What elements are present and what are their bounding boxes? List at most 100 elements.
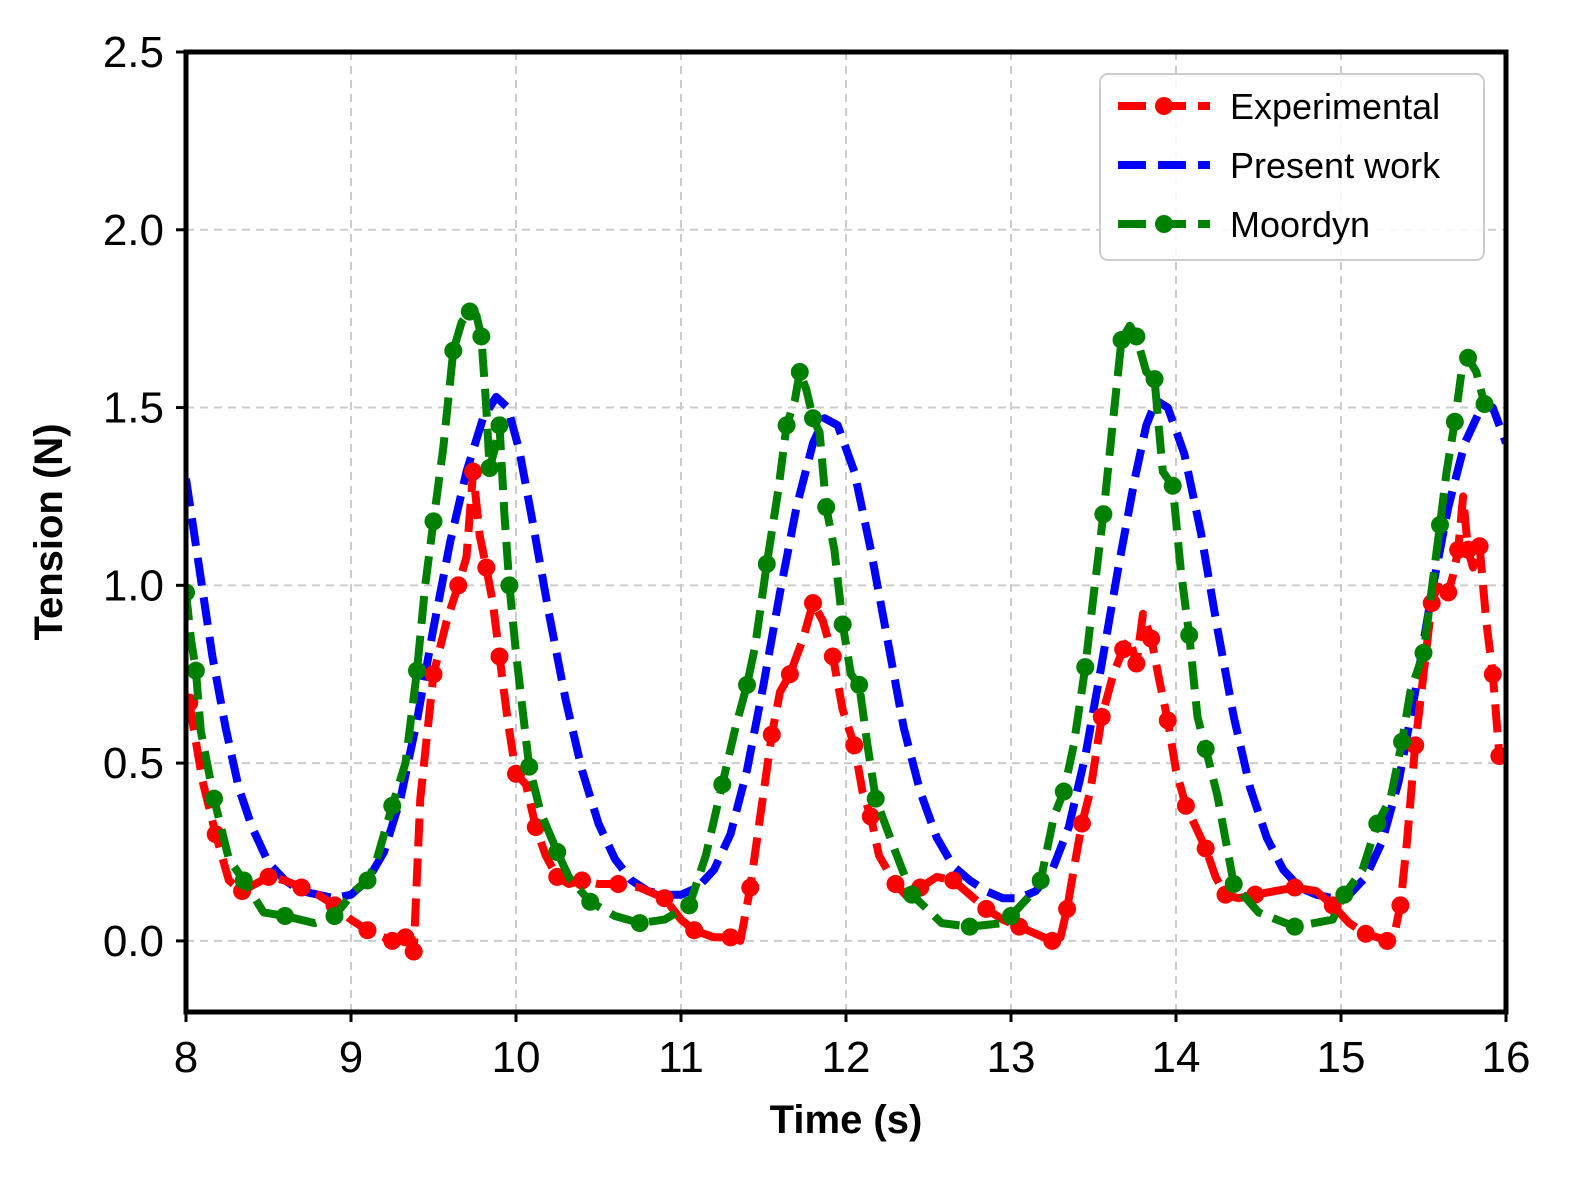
series-experimental — [186, 462, 1506, 961]
data-point — [205, 789, 224, 808]
data-point — [1483, 665, 1502, 684]
series-line — [186, 307, 1489, 931]
data-point — [1196, 739, 1215, 758]
data-point — [804, 409, 822, 428]
data-point — [861, 807, 880, 826]
x-tick-label: 10 — [492, 1033, 541, 1082]
data-point — [490, 647, 509, 666]
data-point — [845, 736, 864, 755]
series-present-work — [186, 392, 1506, 903]
data-point — [1054, 782, 1073, 801]
data-point — [1127, 327, 1146, 346]
data-point — [1145, 370, 1164, 389]
legend-item: Present work — [1118, 145, 1441, 186]
data-point — [1285, 878, 1304, 897]
y-tick-label: 2.5 — [103, 28, 164, 77]
data-point — [259, 867, 278, 886]
data-point — [292, 878, 311, 897]
data-point — [325, 907, 344, 925]
data-point — [1224, 875, 1243, 893]
legend-label: Experimental — [1230, 86, 1440, 127]
data-point — [1092, 707, 1111, 726]
data-point — [680, 896, 699, 915]
data-point — [276, 907, 294, 925]
data-point — [944, 871, 963, 890]
data-point — [1356, 924, 1375, 943]
data-point — [1163, 476, 1182, 495]
data-point — [1378, 931, 1397, 950]
data-point — [520, 757, 539, 776]
x-axis-label: Time (s) — [770, 1098, 923, 1142]
data-point — [833, 615, 852, 634]
data-point — [449, 576, 468, 595]
data-point — [741, 878, 760, 897]
data-point — [866, 789, 885, 808]
data-point — [1475, 395, 1494, 413]
data-point — [1072, 814, 1091, 833]
series-layer — [186, 302, 1506, 961]
data-point — [960, 917, 979, 936]
data-point — [1196, 839, 1215, 858]
x-tick-label: 14 — [1152, 1033, 1201, 1082]
data-point — [1142, 629, 1161, 648]
data-point — [1058, 899, 1077, 918]
data-point — [850, 675, 869, 694]
data-point — [186, 661, 205, 680]
x-tick-label: 13 — [987, 1033, 1036, 1082]
data-point — [573, 871, 591, 890]
y-tick-label: 0.0 — [103, 917, 164, 966]
data-point — [721, 928, 740, 947]
data-point — [1076, 658, 1095, 677]
data-point — [1459, 348, 1478, 367]
legend-box — [1099, 73, 1485, 261]
data-point — [1127, 654, 1146, 673]
x-tick-label: 12 — [822, 1033, 871, 1082]
y-tick-label: 1.5 — [103, 384, 164, 433]
data-point — [460, 302, 479, 321]
data-point — [1470, 537, 1489, 556]
data-point — [685, 921, 704, 940]
data-point — [490, 416, 509, 435]
data-point — [777, 416, 796, 435]
data-point — [609, 875, 628, 893]
data-point — [1368, 814, 1387, 833]
data-point — [444, 341, 463, 360]
data-point — [817, 498, 836, 517]
data-point — [1114, 640, 1133, 659]
x-tick-label: 9 — [339, 1033, 363, 1082]
data-point — [404, 942, 423, 961]
y-tick-label: 1.0 — [103, 561, 164, 610]
data-point — [1335, 885, 1354, 904]
data-point — [526, 818, 545, 837]
data-point — [507, 764, 525, 783]
data-point — [358, 871, 377, 890]
data-point — [1414, 643, 1433, 662]
data-point — [424, 665, 443, 684]
x-tick-label: 16 — [1482, 1033, 1531, 1082]
data-point — [1002, 907, 1020, 925]
legend: Experimental Present work Moordyn — [1099, 73, 1485, 261]
legend-label: Present work — [1230, 145, 1441, 186]
data-point — [1445, 412, 1464, 431]
data-point — [1158, 711, 1177, 730]
data-point — [1094, 505, 1113, 524]
legend-label: Moordyn — [1230, 204, 1370, 245]
data-point — [500, 576, 519, 595]
y-tick-label: 0.5 — [103, 739, 164, 788]
data-point — [581, 892, 600, 911]
data-point — [655, 889, 674, 908]
data-point — [762, 725, 781, 744]
data-point — [780, 665, 799, 684]
y-axis-label: Tension (N) — [27, 423, 71, 640]
data-point — [1176, 796, 1195, 815]
data-point — [480, 459, 499, 477]
legend-marker — [1155, 97, 1173, 115]
legend-marker — [1155, 215, 1173, 233]
data-point — [464, 462, 483, 481]
y-axis: 0.0 0.5 1.0 1.5 2.0 2.5 — [103, 28, 186, 966]
data-point — [757, 555, 776, 573]
data-point — [738, 675, 756, 694]
legend-item: Moordyn — [1118, 204, 1370, 245]
x-axis: 8 9 10 11 12 13 14 15 16 — [174, 1012, 1531, 1082]
